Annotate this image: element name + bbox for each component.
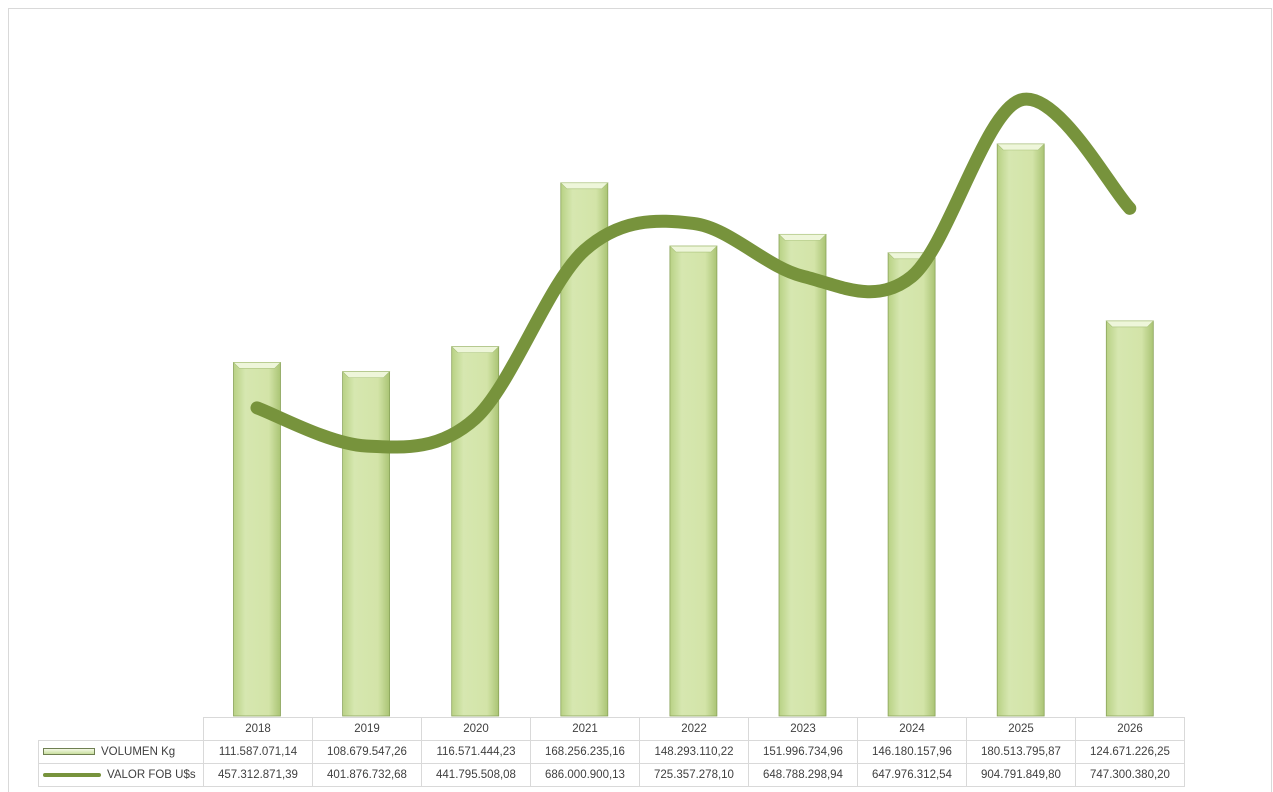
bar-2024: [887, 252, 936, 717]
category-label: 2025: [966, 717, 1076, 741]
valor-fob-value: 647.976.312,54: [857, 763, 967, 787]
category-label: 2020: [421, 717, 531, 741]
bar-2019: [341, 371, 391, 717]
volumen-row: VOLUMEN Kg 111.587.071,14 108.679.547,26…: [38, 740, 1185, 764]
valor-fob-line: [250, 92, 1137, 454]
category-label: 2019: [312, 717, 422, 741]
data-table: 2018 2019 2020 2021 2022 2023 2024 2025 …: [38, 717, 1185, 787]
valor-fob-series-name: VALOR FOB U$s: [107, 769, 196, 781]
category-label: 2022: [639, 717, 749, 741]
valor-fob-value: 401.876.732,68: [312, 763, 422, 787]
volumen-value: 168.256.235,16: [530, 740, 640, 764]
volumen-value: 124.671.226,25: [1075, 740, 1185, 764]
volumen-series-name: VOLUMEN Kg: [101, 746, 176, 758]
volumen-value: 146.180.157,96: [857, 740, 967, 764]
bar-2022: [669, 245, 718, 717]
volumen-value: 108.679.547,26: [312, 740, 422, 764]
chart-frame: [8, 8, 1272, 792]
valor-fob-value: 648.788.298,94: [748, 763, 858, 787]
bar-2025: [996, 143, 1045, 717]
bar-2023: [778, 233, 827, 717]
bar-2026: [1105, 320, 1155, 717]
category-label: 2024: [857, 717, 967, 741]
volumen-legend-key: [43, 748, 95, 756]
volumen-value: 116.571.444,23: [421, 740, 531, 764]
valor-fob-value: 441.795.508,08: [421, 763, 531, 787]
volumen-value: 180.513.795,87: [966, 740, 1076, 764]
valor-fob-value: 725.357.278,10: [639, 763, 749, 787]
valor-fob-legend-key: [43, 772, 101, 777]
category-label: 2021: [530, 717, 640, 741]
category-label: 2026: [1075, 717, 1185, 741]
valor-fob-value: 747.300.380,20: [1075, 763, 1185, 787]
volumen-value: 148.293.110,22: [639, 740, 749, 764]
category-row: 2018 2019 2020 2021 2022 2023 2024 2025 …: [38, 717, 1185, 741]
category-label: 2023: [748, 717, 858, 741]
valor-fob-legend-cell: VALOR FOB U$s: [38, 763, 204, 787]
valor-fob-row: VALOR FOB U$s 457.312.871,39 401.876.732…: [38, 763, 1185, 787]
volumen-legend-cell: VOLUMEN Kg: [38, 740, 204, 764]
valor-fob-value: 686.000.900,13: [530, 763, 640, 787]
category-label: 2018: [203, 717, 313, 741]
valor-fob-value: 457.312.871,39: [203, 763, 313, 787]
volumen-value: 111.587.071,14: [203, 740, 313, 764]
valor-fob-value: 904.791.849,80: [966, 763, 1076, 787]
volumen-value: 151.996.734,96: [748, 740, 858, 764]
table-corner: [38, 717, 204, 741]
